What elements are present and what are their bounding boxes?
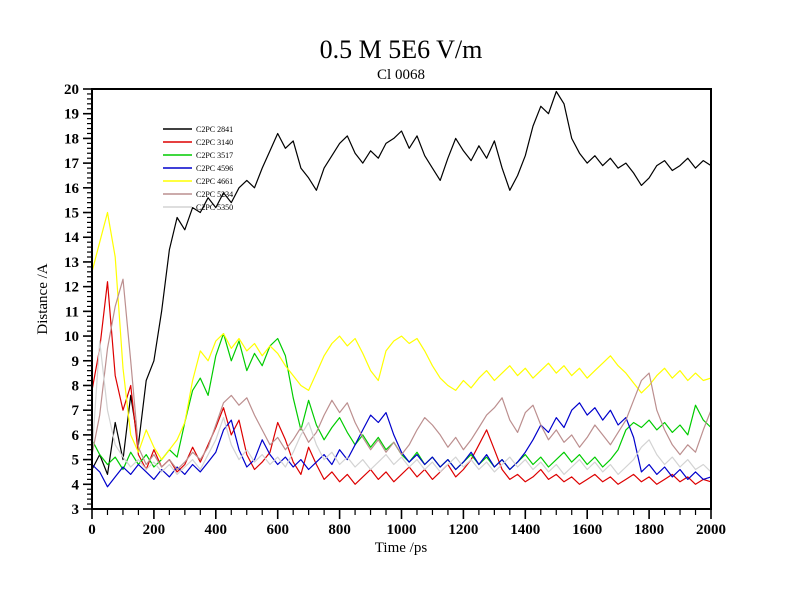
y-tick-label: 8 bbox=[72, 378, 80, 394]
legend-label-C2PC-5350: C2PC 5350 bbox=[196, 203, 233, 212]
x-tick-label: 1000 bbox=[387, 522, 417, 538]
x-tick-label: 1400 bbox=[510, 522, 540, 538]
y-tick-label: 11 bbox=[65, 304, 79, 320]
x-tick-label: 400 bbox=[205, 522, 228, 538]
y-tick-label: 6 bbox=[72, 428, 80, 444]
x-tick-label: 0 bbox=[88, 522, 96, 538]
axis-tick-labels: 0 200 400 600 800 1000 1200 1400 1600 1800 2000 3 4 5… bbox=[64, 82, 726, 538]
y-tick-label: 3 bbox=[72, 502, 80, 518]
y-tick-label: 15 bbox=[64, 206, 79, 222]
x-tick-label: 1800 bbox=[634, 522, 664, 538]
x-tick-label: 1200 bbox=[448, 522, 478, 538]
y-tick-label: 13 bbox=[64, 255, 79, 271]
y-tick-label: 16 bbox=[64, 181, 80, 197]
x-tick-label: 1600 bbox=[572, 522, 602, 538]
y-tick-label: 19 bbox=[64, 107, 79, 123]
y-tick-label: 10 bbox=[64, 329, 79, 345]
y-tick-label: 12 bbox=[64, 280, 79, 296]
series-lines bbox=[91, 90, 712, 488]
series-line-C2PC-3140 bbox=[91, 281, 712, 485]
series-line-C2PC-5234 bbox=[91, 278, 712, 471]
y-tick-label: 14 bbox=[64, 230, 80, 246]
legend-label-C2PC-4661: C2PC 4661 bbox=[196, 177, 233, 186]
x-tick-label: 200 bbox=[143, 522, 166, 538]
chart-title: 0.5 M 5E6 V/m bbox=[320, 35, 483, 64]
series-line-C2PC-3517 bbox=[91, 333, 712, 471]
y-tick-label: 5 bbox=[72, 453, 80, 469]
y-tick-label: 20 bbox=[64, 82, 79, 98]
series-line-C2PC-2841 bbox=[91, 90, 712, 475]
y-tick-label: 17 bbox=[64, 156, 80, 172]
legend-label-C2PC-5234: C2PC 5234 bbox=[196, 190, 233, 199]
y-axis-title: Distance /A bbox=[35, 263, 51, 334]
legend-label-C2PC-3140: C2PC 3140 bbox=[196, 138, 233, 147]
chart-subtitle: Cl 0068 bbox=[377, 67, 425, 83]
y-tick-label: 4 bbox=[72, 477, 80, 493]
y-tick-label: 18 bbox=[64, 131, 79, 147]
series-line-C2PC-4596 bbox=[91, 402, 712, 488]
x-tick-label: 800 bbox=[328, 522, 351, 538]
legend-label-C2PC-4596: C2PC 4596 bbox=[196, 164, 233, 173]
x-tick-label: 2000 bbox=[696, 522, 726, 538]
y-tick-label: 9 bbox=[72, 354, 80, 370]
series-line-C2PC-5350 bbox=[91, 340, 712, 475]
plot-frame bbox=[91, 88, 712, 510]
legend-label-C2PC-2841: C2PC 2841 bbox=[196, 125, 233, 134]
series-line-C2PC-4661 bbox=[91, 211, 712, 461]
x-axis-title: Time /ps bbox=[375, 540, 428, 556]
x-tick-label: 600 bbox=[266, 522, 289, 538]
legend: C2PC 2841 C2PC 3140 C2PC 3517 C2PC 4596 C2PC… bbox=[163, 125, 233, 212]
legend-label-C2PC-3517: C2PC 3517 bbox=[196, 151, 233, 160]
y-tick-label: 7 bbox=[72, 403, 80, 419]
